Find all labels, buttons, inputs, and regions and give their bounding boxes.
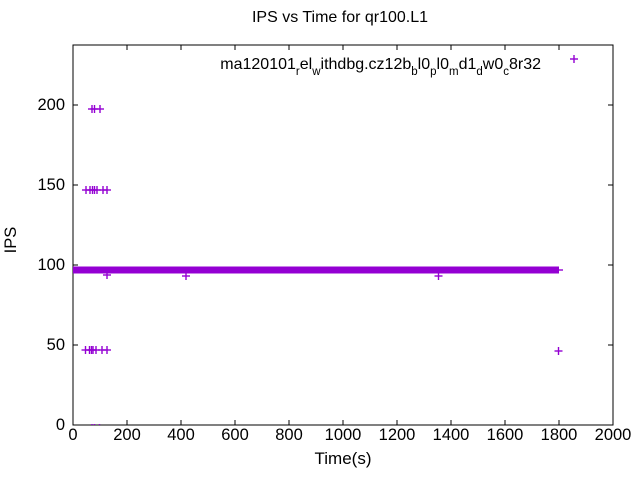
svg-text:1400: 1400	[433, 426, 470, 444]
svg-text:100: 100	[37, 256, 65, 274]
svg-text:600: 600	[221, 426, 249, 444]
svg-text:200: 200	[113, 426, 141, 444]
svg-text:0: 0	[56, 416, 65, 434]
svg-text:Time(s): Time(s)	[315, 449, 372, 468]
svg-text:800: 800	[275, 426, 303, 444]
svg-text:ma120101relwithdbg.cz12bbl0pl0: ma120101relwithdbg.cz12bbl0pl0md1dw0c8r3…	[220, 56, 541, 78]
svg-text:2000: 2000	[595, 426, 632, 444]
svg-text:200: 200	[37, 96, 65, 114]
svg-text:1800: 1800	[541, 426, 578, 444]
svg-text:1600: 1600	[487, 426, 524, 444]
svg-text:400: 400	[167, 426, 195, 444]
svg-text:150: 150	[37, 176, 65, 194]
svg-text:1200: 1200	[379, 426, 416, 444]
svg-text:50: 50	[47, 336, 65, 354]
svg-text:1000: 1000	[325, 426, 362, 444]
svg-text:IPS: IPS	[2, 227, 20, 254]
svg-text:IPS vs Time for qr100.L1: IPS vs Time for qr100.L1	[252, 9, 428, 26]
svg-text:0: 0	[68, 426, 77, 444]
